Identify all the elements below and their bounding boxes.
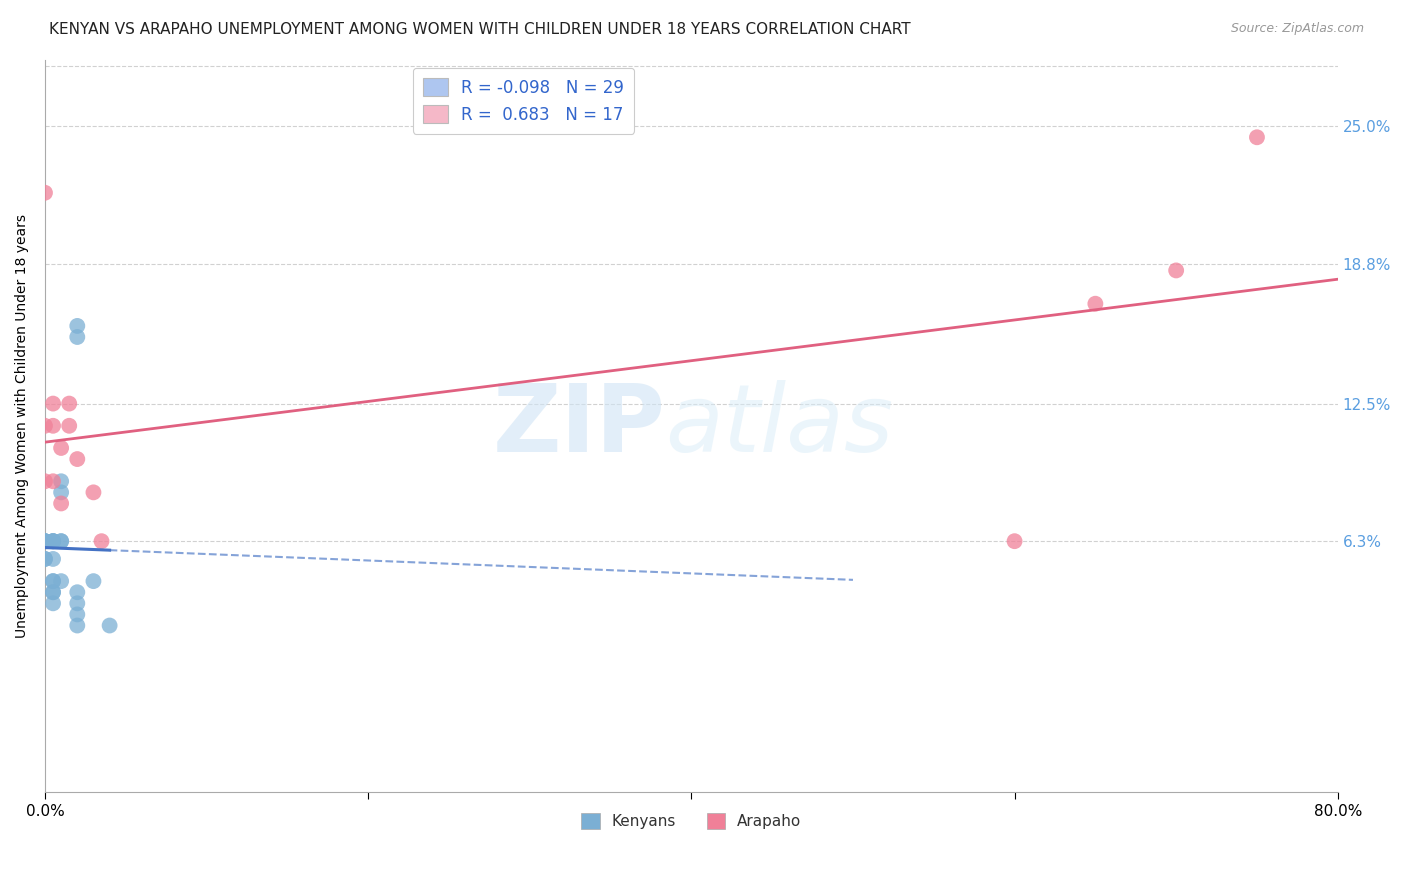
Point [66,330,89,344]
Point [34,534,56,549]
Point [34,418,56,433]
Point [49,475,72,489]
Text: Source: ZipAtlas.com: Source: ZipAtlas.com [1230,22,1364,36]
Point [98,618,121,632]
Point [34,552,56,566]
Point [58,396,80,410]
Point [42,534,65,549]
Text: atlas: atlas [665,380,894,471]
Text: ZIP: ZIP [492,380,665,472]
Point [1084,296,1107,310]
Point [90,534,112,549]
Point [42,534,65,549]
Legend: Kenyans, Arapaho: Kenyans, Arapaho [575,807,807,836]
Point [66,596,89,610]
Point [66,607,89,622]
Point [1004,534,1026,549]
Point [49,534,72,549]
Point [42,534,65,549]
Point [42,475,65,489]
Point [42,596,65,610]
Point [66,618,89,632]
Point [42,552,65,566]
Point [49,485,72,500]
Point [66,318,89,333]
Point [34,534,56,549]
Point [42,585,65,599]
Point [58,418,80,433]
Point [49,496,72,510]
Point [82,485,104,500]
Point [1166,263,1188,277]
Point [42,534,65,549]
Point [49,441,72,455]
Point [49,534,72,549]
Text: KENYAN VS ARAPAHO UNEMPLOYMENT AMONG WOMEN WITH CHILDREN UNDER 18 YEARS CORRELAT: KENYAN VS ARAPAHO UNEMPLOYMENT AMONG WOM… [49,22,911,37]
Point [34,475,56,489]
Point [42,585,65,599]
Point [42,396,65,410]
Point [34,186,56,200]
Point [49,574,72,588]
Point [34,552,56,566]
Point [34,534,56,549]
Point [66,452,89,467]
Point [42,418,65,433]
Point [42,574,65,588]
Point [66,585,89,599]
Point [82,574,104,588]
Point [42,574,65,588]
Point [1246,130,1268,145]
Y-axis label: Unemployment Among Women with Children Under 18 years: Unemployment Among Women with Children U… [15,214,30,638]
Point [34,534,56,549]
